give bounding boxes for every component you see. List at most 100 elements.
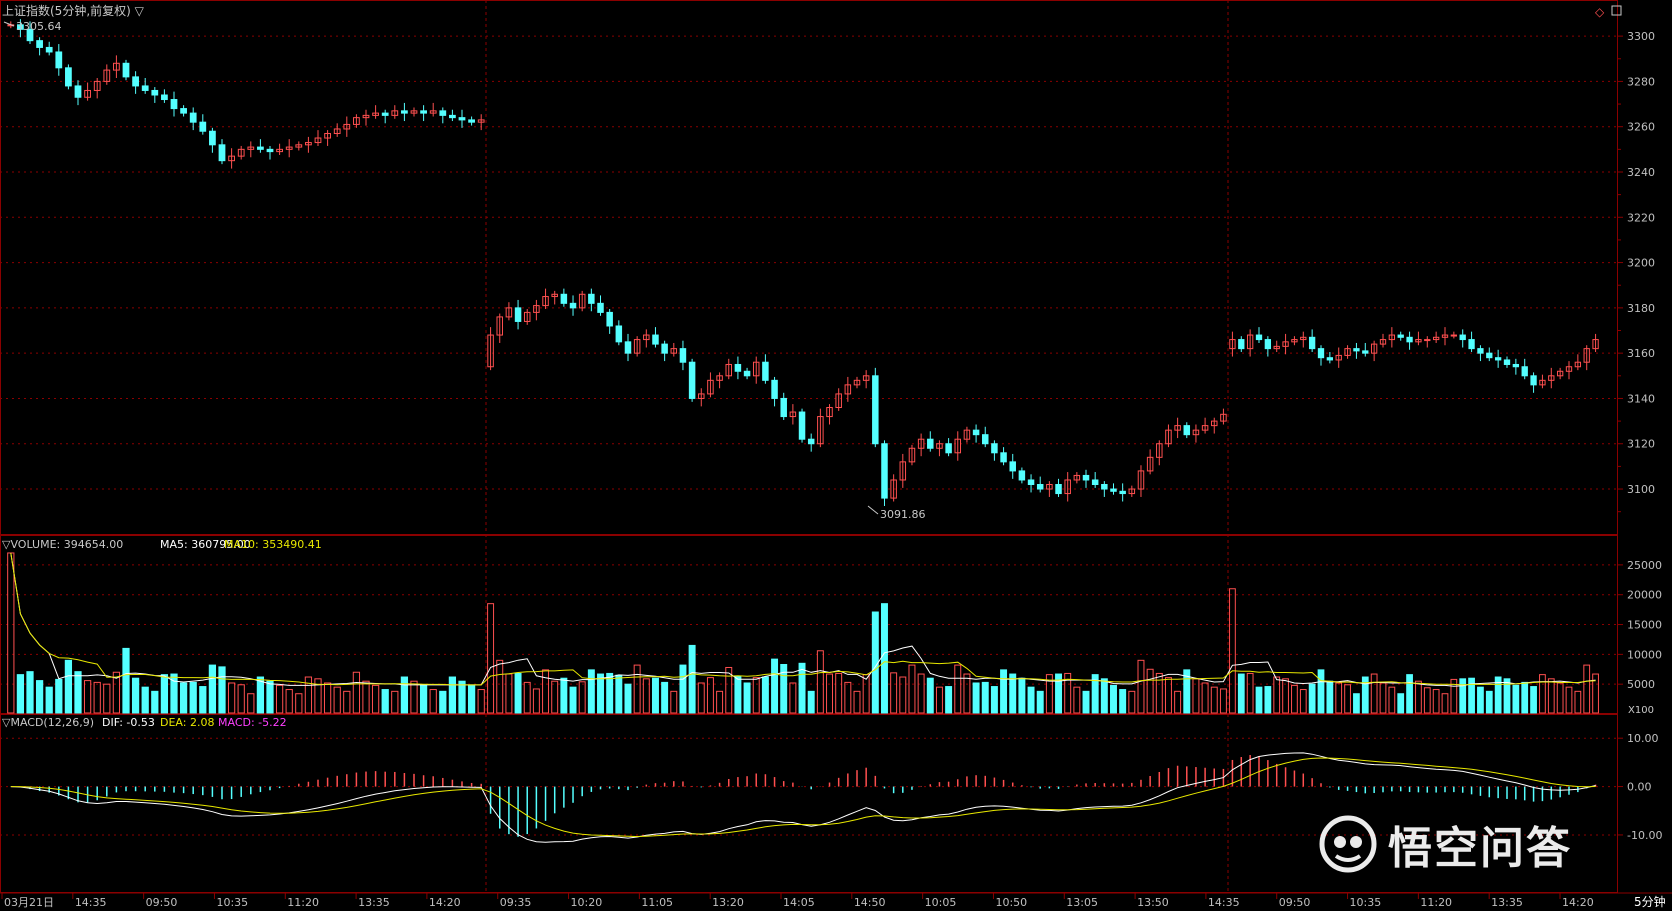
volume-bar xyxy=(1164,677,1172,714)
candle-down xyxy=(161,94,168,101)
volume-ma5: MA5: 360795.00 xyxy=(160,538,251,551)
candle-up xyxy=(1300,336,1307,341)
candle-down xyxy=(569,302,577,309)
volume-bar xyxy=(981,681,989,714)
volume-bar xyxy=(170,673,178,714)
volume-bar xyxy=(64,659,73,714)
candle-up xyxy=(716,375,723,381)
candle-up xyxy=(247,146,255,150)
candle-up xyxy=(633,339,641,354)
volume-bar xyxy=(419,684,428,714)
volume-bar xyxy=(1229,588,1236,714)
x-axis-label: 14:05 xyxy=(783,896,815,909)
volume-bar xyxy=(1485,690,1493,714)
volume-ma10-line xyxy=(10,552,1596,686)
candle-down xyxy=(945,443,952,454)
volume-bar xyxy=(74,671,82,714)
candle-up xyxy=(487,334,494,368)
volume-bar xyxy=(1379,682,1387,714)
volume-bar xyxy=(467,684,476,714)
diamond-icon[interactable]: ◇ xyxy=(1595,5,1605,19)
volume-bar xyxy=(651,677,659,714)
volume-ma-lines xyxy=(10,552,1596,687)
candle-down xyxy=(36,40,43,48)
price-axis-label: 3220 xyxy=(1627,211,1655,224)
candle-down xyxy=(1326,357,1334,361)
candle-up xyxy=(1165,429,1172,445)
candle-up xyxy=(817,416,824,445)
candle-up xyxy=(1415,339,1422,343)
candle-up xyxy=(1388,334,1396,341)
volume-bar xyxy=(35,680,44,714)
volume-bar xyxy=(189,681,197,714)
volume-bar xyxy=(1539,674,1546,714)
candle-up xyxy=(936,443,943,449)
candle-up xyxy=(578,293,586,309)
volume-bar xyxy=(1344,684,1351,714)
volume-bar xyxy=(972,682,980,714)
volume-bar xyxy=(1503,678,1511,714)
volume-bar xyxy=(1282,678,1289,714)
x-axis-label: 14:50 xyxy=(854,896,886,909)
candle-down xyxy=(734,363,742,372)
candle-up xyxy=(324,132,331,139)
x-axis-label: 14:35 xyxy=(1208,896,1240,909)
volume-bar xyxy=(697,682,705,714)
candle-up xyxy=(103,69,111,82)
volume-bar xyxy=(954,664,962,714)
price-axis-label: 3200 xyxy=(1627,257,1655,270)
candle-up xyxy=(1273,345,1280,350)
volume-bar xyxy=(112,671,121,714)
x-axis-label: 10:35 xyxy=(1350,896,1382,909)
price-axis-label: 3120 xyxy=(1627,438,1655,451)
candle-up xyxy=(228,155,235,162)
volume-bar xyxy=(560,677,568,714)
volume-bar xyxy=(141,686,149,714)
square-icon[interactable] xyxy=(1611,5,1622,16)
volume-bar xyxy=(16,674,25,714)
volume-bar xyxy=(642,678,650,714)
volume-bar xyxy=(752,677,760,714)
volume-bar xyxy=(1450,678,1458,714)
candle-down xyxy=(1353,348,1360,352)
candle-up xyxy=(93,80,101,91)
candle-up xyxy=(276,148,283,153)
volume-bar xyxy=(1128,690,1136,714)
candle-up xyxy=(1064,479,1071,495)
period-label[interactable]: 5分钟 xyxy=(1634,894,1666,909)
candle-up xyxy=(523,311,531,322)
candle-down xyxy=(170,99,178,110)
volume-bar xyxy=(151,690,159,714)
candle-up xyxy=(1548,375,1555,381)
candle-up xyxy=(1441,334,1449,338)
low-price-label: 3091.86 xyxy=(880,508,926,521)
watermark: 悟空问答 xyxy=(1318,812,1572,876)
candle-down xyxy=(1264,339,1272,350)
candle-down xyxy=(266,148,274,153)
volume-bar xyxy=(371,684,380,714)
candle-down xyxy=(45,46,53,53)
candle-down xyxy=(1082,474,1090,481)
candle-down xyxy=(1521,366,1528,377)
candle-up xyxy=(1201,425,1209,431)
candle-down xyxy=(1503,359,1511,365)
x-axis-label: 11:20 xyxy=(287,896,319,909)
volume-bar xyxy=(578,681,586,714)
volume-bar xyxy=(1547,678,1555,714)
candle-down xyxy=(132,76,139,87)
x-axis-label: 13:35 xyxy=(358,896,390,909)
volume-bar xyxy=(199,686,207,714)
volume-bar xyxy=(122,647,130,714)
volume-bar xyxy=(990,686,998,714)
candle-down xyxy=(26,28,34,42)
volume-bar xyxy=(587,669,595,714)
candle-up xyxy=(890,479,897,499)
chart-title[interactable]: 上证指数(5分钟,前复权) ▽ xyxy=(2,3,145,18)
candle-up xyxy=(1432,336,1440,341)
candle-up xyxy=(1583,348,1590,363)
volume-bar xyxy=(771,658,779,714)
candle-up xyxy=(285,146,293,150)
candle-down xyxy=(972,429,980,436)
volume-bar xyxy=(496,659,504,714)
candle-up xyxy=(305,142,312,146)
